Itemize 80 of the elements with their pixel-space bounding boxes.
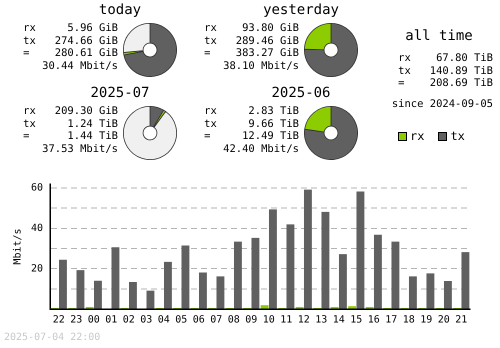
x-tick-label: 09: [245, 314, 258, 326]
bar: [146, 290, 154, 308]
x-tick-label: 17: [385, 314, 398, 326]
x-tick-label: 19: [420, 314, 432, 326]
text: = 208.69 TiB: [397, 77, 493, 90]
x-tick-label: 01: [105, 314, 118, 326]
text: tx 140.89 TiB: [397, 64, 493, 77]
text: tx 9.66 TiB: [203, 118, 299, 130]
y-tick-label: 40: [30, 222, 44, 234]
chart-title: today: [98, 2, 142, 18]
x-tick-label: 13: [315, 314, 328, 326]
x-tick-label: 00: [88, 314, 100, 326]
x-tick-label: 15: [350, 314, 362, 326]
chart-title: 2025-07: [89, 85, 150, 101]
text: tx 274.66 GiB: [22, 34, 118, 47]
text: 30.44 Mbit/s: [41, 60, 118, 72]
x-tick-label: 16: [368, 314, 380, 326]
text: 42.40 Mbit/s: [222, 142, 299, 155]
bar: [426, 273, 434, 308]
x-tick-label: 04: [158, 314, 170, 326]
bar: [234, 242, 242, 308]
x-tick-label: 14: [332, 314, 345, 326]
text: rx 5.96 GiB: [22, 22, 118, 34]
text: 38.10 Mbit/s: [222, 60, 299, 72]
text: tx 289.46 GiB: [203, 34, 299, 47]
x-tick-label: 20: [438, 314, 450, 326]
bar: [111, 247, 120, 308]
bar: [356, 191, 364, 308]
bar: [128, 282, 137, 308]
text: rx 2.83 TiB: [203, 105, 299, 118]
text: = 1.44 TiB: [22, 130, 118, 142]
x-tick-label: 05: [175, 314, 188, 326]
bar: [338, 254, 347, 308]
x-tick-label: 08: [228, 314, 240, 326]
x-tick-label: 11: [280, 314, 292, 326]
bar: [216, 276, 224, 308]
x-tick-label: 10: [262, 314, 275, 326]
x-tick-label: 23: [70, 314, 82, 326]
bar: [391, 242, 400, 308]
text: = 383.27 GiB: [203, 47, 299, 60]
bar: [461, 252, 470, 308]
y-tick-label: 60: [30, 182, 44, 194]
bar: [374, 234, 382, 308]
x-tick-label: 18: [402, 314, 415, 326]
bar: [321, 212, 330, 308]
x-tick-label: 21: [455, 314, 468, 326]
x-tick-label: 12: [298, 314, 310, 326]
x-tick-label: 02: [122, 314, 135, 326]
x-tick-label: 22: [52, 314, 65, 326]
legend-label: rx: [410, 129, 424, 143]
text: rx 67.80 TiB: [397, 52, 493, 64]
bar: [260, 305, 269, 308]
bar: [444, 280, 452, 308]
text: all time: [404, 28, 474, 44]
text: since 2024-09-05: [390, 98, 493, 110]
bar: [181, 245, 190, 308]
bar: [286, 224, 294, 308]
chart-title: yesterday: [262, 2, 340, 18]
bar: [408, 276, 417, 308]
y-axis-title: Mbit/s: [12, 228, 24, 265]
x-tick-label: 06: [192, 314, 205, 326]
bar: [198, 272, 207, 308]
bar: [268, 209, 277, 308]
bar: [304, 190, 312, 308]
chart-title: 2025-06: [270, 85, 332, 101]
text: = 12.49 TiB: [203, 130, 299, 142]
x-tick-label: 07: [210, 314, 222, 326]
x-tick-label: 03: [140, 314, 152, 326]
bar: [76, 270, 84, 308]
text: rx 93.80 GiB: [203, 22, 299, 34]
text: 37.53 Mbit/s: [41, 142, 118, 155]
y-tick-label: 20: [30, 263, 44, 274]
bar: [59, 260, 67, 308]
bar: [94, 280, 102, 308]
legend-label: tx: [450, 129, 465, 143]
text: tx 1.24 TiB: [22, 118, 118, 130]
bar: [164, 262, 172, 308]
bar: [251, 238, 260, 308]
text: rx 209.30 GiB: [22, 105, 118, 118]
text: = 280.61 GiB: [22, 47, 118, 60]
